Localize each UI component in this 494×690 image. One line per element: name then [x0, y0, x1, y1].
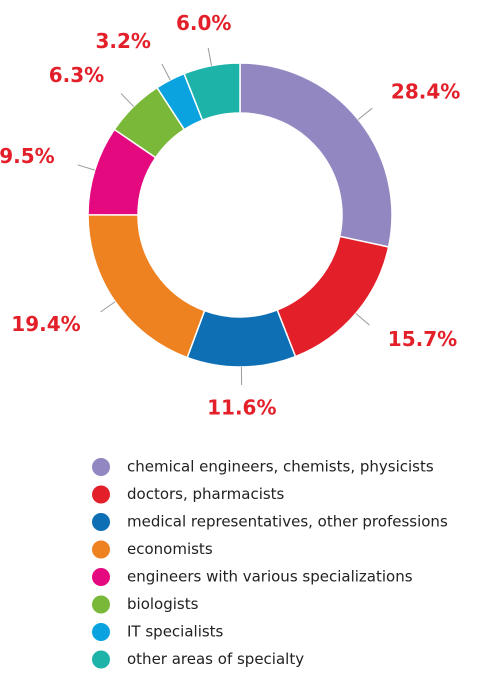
- legend-swatch: [92, 485, 110, 504]
- legend-label: chemical engineers, chemists, physicists: [127, 458, 434, 476]
- leader-line: [355, 313, 370, 326]
- data-label: 28.4%: [391, 80, 460, 104]
- leader-line: [100, 301, 116, 313]
- data-label: 6.3%: [49, 63, 104, 87]
- legend-label: economists: [127, 540, 213, 558]
- slice: [183, 62, 241, 122]
- legend-swatch: [92, 513, 110, 531]
- legend-label: IT specialists: [127, 623, 224, 641]
- legend-swatch: [92, 540, 110, 559]
- legend-label: biologists: [127, 595, 199, 613]
- slice: [87, 214, 206, 359]
- slice: [276, 235, 390, 358]
- legend-swatch: [92, 458, 110, 476]
- legend-swatch: [92, 623, 110, 641]
- legend-label: other areas of specialty: [127, 650, 304, 668]
- data-label: 11.6%: [207, 395, 276, 419]
- leader-line: [207, 47, 213, 66]
- leader-line: [77, 164, 95, 171]
- data-label: 9.5%: [0, 144, 55, 168]
- legend-label: doctors, pharmacists: [127, 485, 285, 503]
- slice: [239, 62, 393, 248]
- legend-swatch: [92, 650, 110, 669]
- legend-swatch: [92, 595, 110, 614]
- legend-swatch: [92, 568, 110, 586]
- data-label: 3.2%: [95, 29, 150, 53]
- legend-label: engineers with various specializations: [127, 568, 413, 586]
- leader-line: [357, 107, 373, 120]
- data-label: 15.7%: [388, 327, 457, 351]
- slice: [186, 308, 297, 368]
- data-label: 6.0%: [176, 11, 231, 35]
- leader-line: [120, 93, 134, 107]
- legend-label: medical representatives, other professio…: [127, 513, 448, 531]
- data-label: 19.4%: [11, 312, 80, 336]
- leader-line: [161, 63, 171, 81]
